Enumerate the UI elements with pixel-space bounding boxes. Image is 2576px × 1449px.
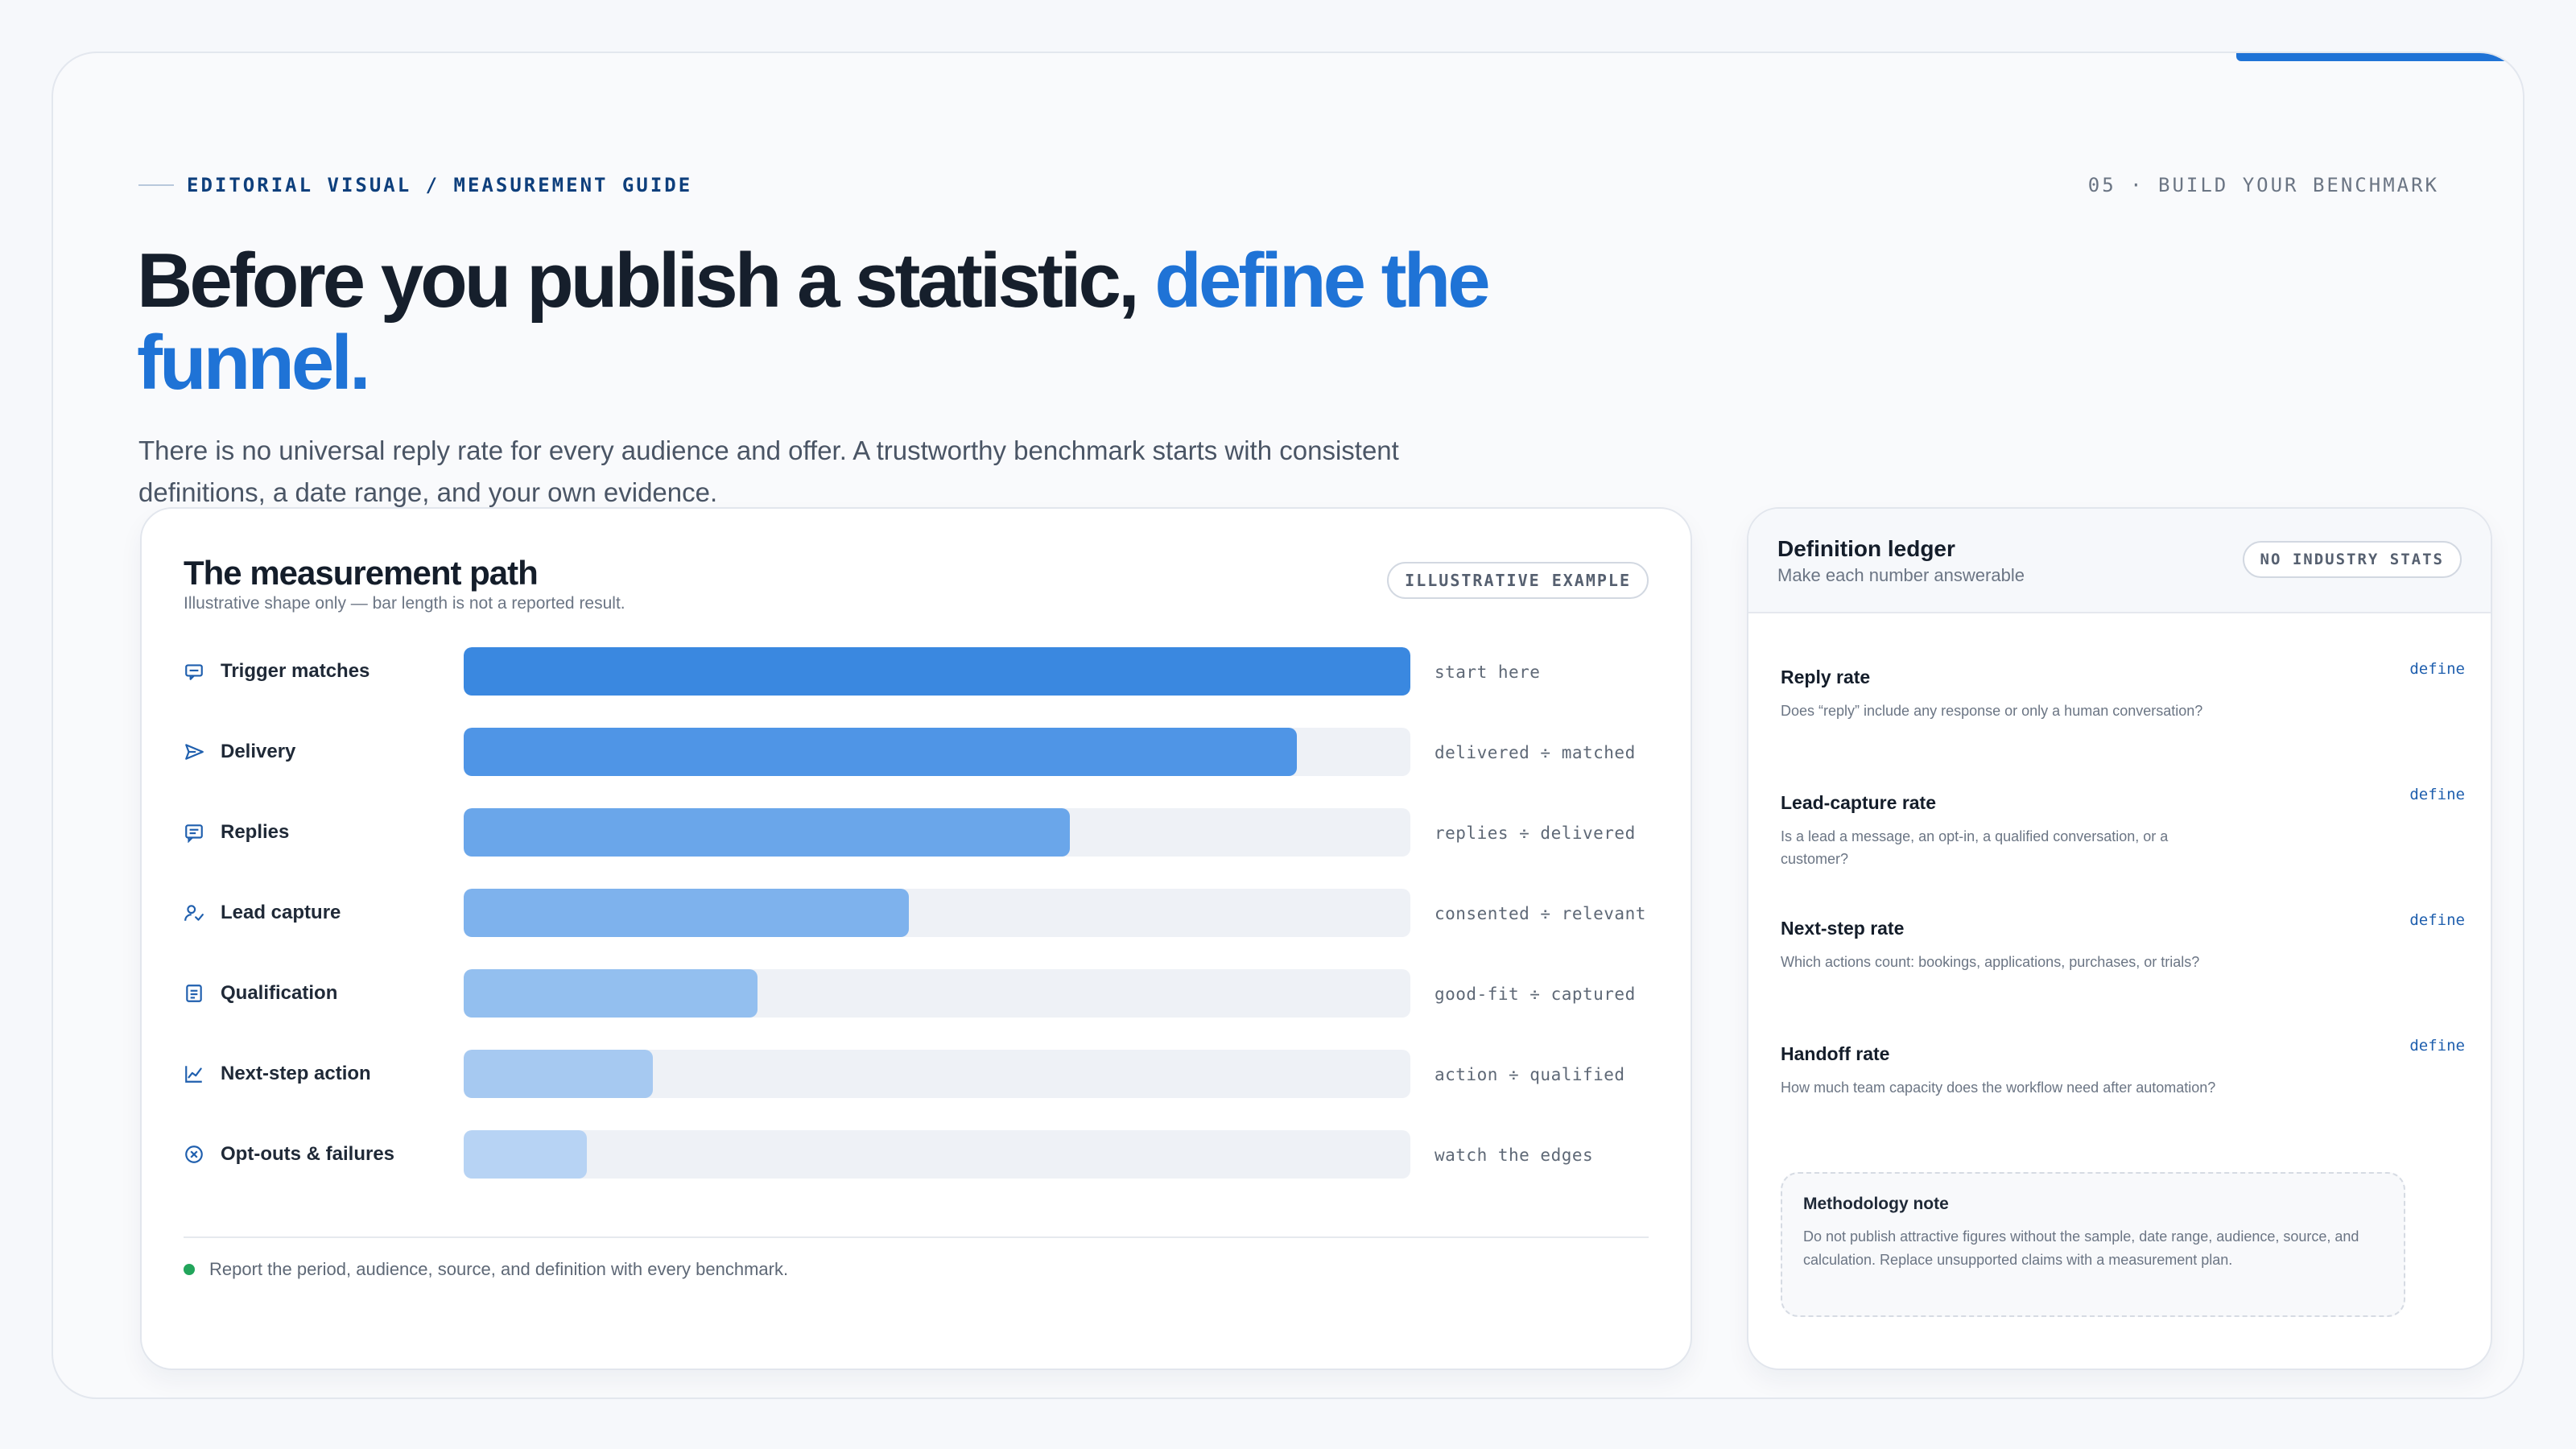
stage-bar-fill	[464, 1130, 587, 1179]
page-frame: EDITORIAL VISUAL / MEASUREMENT GUIDE 05 …	[52, 52, 2524, 1399]
define-link[interactable]: define	[2409, 911, 2465, 929]
stage-formula: delivered ÷ matched	[1435, 743, 1636, 762]
accent-bar	[2236, 53, 2523, 61]
funnel-row: Lead capture consented ÷ relevant	[184, 889, 1652, 937]
entry-term: Lead-capture rate	[1781, 792, 1937, 813]
entry-term: Handoff rate	[1781, 1043, 1890, 1064]
eyebrow: EDITORIAL VISUAL / MEASUREMENT GUIDE	[138, 174, 692, 196]
entry-term: Reply rate	[1781, 667, 1871, 687]
chat-bubble-icon	[185, 664, 203, 680]
stage-formula: good-fit ÷ captured	[1435, 985, 1636, 1004]
user-check-icon	[184, 905, 204, 921]
stage-formula: start here	[1435, 663, 1541, 682]
methodology-note: Methodology note Do not publish attracti…	[1781, 1172, 2405, 1317]
stage-label: Opt-outs & failures	[221, 1143, 395, 1165]
stage-bar-fill	[464, 969, 758, 1018]
stage-bar-track	[464, 969, 1410, 1018]
stage-bar-track	[464, 1130, 1410, 1179]
ledger-entry-lead-capture-rate: Lead-capture rate Is a lead a message, a…	[1781, 786, 2465, 870]
stage-label: Next-step action	[221, 1063, 371, 1084]
path-divider	[184, 1236, 1649, 1238]
send-icon	[185, 744, 204, 760]
define-link[interactable]: define	[2409, 786, 2465, 803]
entry-question: How much team capacity does the workflow…	[1781, 1080, 2216, 1096]
stage-label: Replies	[221, 821, 290, 843]
lede-paragraph: There is no universal reply rate for eve…	[138, 436, 1399, 507]
stage-bar-track	[464, 1050, 1410, 1098]
stage-formula: watch the edges	[1435, 1146, 1594, 1165]
entry-question: Which actions count: bookings, applicati…	[1781, 954, 2200, 970]
funnel-row: Trigger matches start here	[184, 647, 1652, 696]
ledger-title: Definition ledger	[1777, 536, 1955, 561]
headline-accent: define the funnel.	[137, 237, 1491, 406]
entry-term: Next-step rate	[1781, 918, 1905, 939]
stage-label: Qualification	[221, 982, 338, 1004]
funnel-row: Qualification good-fit ÷ captured	[184, 969, 1652, 1018]
stage-bar-track	[464, 889, 1410, 937]
path-footer-text: Report the period, audience, source, and…	[209, 1259, 789, 1279]
ledger-entry-next-step-rate: Next-step rate Which actions count: book…	[1781, 911, 2465, 973]
stage-formula: replies ÷ delivered	[1435, 824, 1636, 843]
stage-label: Delivery	[221, 741, 296, 762]
eyebrow-text: EDITORIAL VISUAL / MEASUREMENT GUIDE	[187, 174, 693, 196]
eyebrow-rule	[138, 184, 174, 186]
funnel-row: Opt-outs & failures watch the edges	[184, 1130, 1652, 1179]
stage-bar-fill	[464, 728, 1297, 776]
define-link[interactable]: define	[2409, 1037, 2465, 1055]
stage-label: Trigger matches	[221, 660, 370, 682]
stage-bar-track	[464, 808, 1410, 857]
measurement-path-card: The measurement path Illustrative shape …	[140, 507, 1692, 1370]
entry-question: Does “reply” include any response or onl…	[1781, 703, 2203, 719]
stage-bar-track	[464, 647, 1410, 696]
x-circle-icon	[185, 1146, 203, 1163]
funnel-row: Next-step action action ÷ qualified	[184, 1050, 1652, 1098]
status-dot	[184, 1264, 195, 1275]
definition-ledger-card: Definition ledger Make each number answe…	[1747, 507, 2492, 1370]
funnel-row: Replies replies ÷ delivered	[184, 808, 1652, 857]
stage-bar-track	[464, 728, 1410, 776]
stage-bar-fill	[464, 808, 1070, 857]
ledger-header: Definition ledger Make each number answe…	[1748, 509, 2491, 613]
define-link[interactable]: define	[2409, 660, 2465, 678]
stage-label: Lead capture	[221, 902, 341, 923]
stage-formula: consented ÷ relevant	[1435, 904, 1646, 923]
page-title: Before you publish a statistic, define t…	[137, 240, 1554, 404]
stage-formula: action ÷ qualified	[1435, 1065, 1625, 1084]
ledger-entry-reply-rate: Reply rate Does “reply” include any resp…	[1781, 660, 2465, 722]
entry-question: Is a lead a message, an opt-in, a qualif…	[1781, 828, 2169, 867]
document-lines-icon	[186, 985, 202, 1002]
headline-dark: Before you publish a statistic,	[137, 237, 1155, 324]
trend-chart-icon	[185, 1066, 202, 1083]
stage-bar-fill	[464, 889, 909, 937]
funnel-row: Delivery delivered ÷ matched	[184, 728, 1652, 776]
methodology-body: Do not publish attractive figures withou…	[1803, 1228, 2359, 1268]
path-title: The measurement path	[184, 554, 539, 592]
section-label: 05 · BUILD YOUR BENCHMARK	[2087, 174, 2439, 196]
ledger-entry-handoff-rate: Handoff rate How much team capacity does…	[1781, 1037, 2465, 1099]
stage-bar-fill	[464, 647, 1410, 696]
ledger-subtitle: Make each number answerable	[1777, 565, 2025, 585]
path-footer: Report the period, audience, source, and…	[184, 1259, 788, 1280]
path-subtitle: Illustrative shape only — bar length is …	[184, 594, 625, 613]
stage-bar-fill	[464, 1050, 654, 1098]
no-industry-stats-badge: NO INDUSTRY STATS	[2242, 541, 2462, 578]
methodology-title: Methodology note	[1803, 1195, 1949, 1213]
message-lines-icon	[185, 824, 203, 843]
illustrative-badge: ILLUSTRATIVE EXAMPLE	[1387, 562, 1649, 599]
